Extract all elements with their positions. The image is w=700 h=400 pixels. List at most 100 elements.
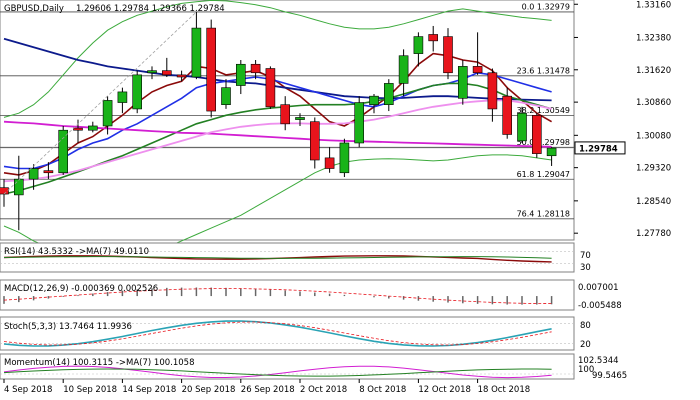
macd-label: MACD(12,26,9) -0.000369 0.002526 bbox=[4, 284, 158, 294]
candle-bull bbox=[28, 168, 39, 180]
candle-bear bbox=[250, 63, 261, 74]
time-tick-label: 14 Sep 2018 bbox=[122, 385, 176, 395]
candle-bear bbox=[73, 127, 83, 131]
candle-bear bbox=[265, 68, 276, 108]
candle-bear bbox=[502, 95, 513, 135]
macd-signal-line bbox=[3, 288, 552, 304]
current-price-box bbox=[574, 141, 626, 155]
candle-bear bbox=[43, 170, 54, 174]
chart-ohlc-values: 1.29606 1.29784 1.29366 1.29784 bbox=[76, 4, 225, 14]
candle-bear bbox=[162, 70, 172, 76]
macd-pane: MACD(12,26,9) -0.000369 0.002526 0.00700… bbox=[0, 279, 622, 311]
momentum-label: Momentum(14) 100.3115 ->MA(7) 100.1058 bbox=[4, 358, 194, 368]
candle-bull bbox=[413, 36, 424, 54]
time-tick-label: 26 Sep 2018 bbox=[241, 385, 295, 395]
candle-bull bbox=[236, 63, 246, 86]
candle-bear bbox=[280, 104, 291, 125]
candle-bull bbox=[221, 87, 231, 105]
candle-bear bbox=[206, 27, 216, 112]
momentum-pane: Momentum(14) 100.3115 ->MA(7) 100.1058 1… bbox=[0, 353, 627, 381]
time-tick-label: 2 Oct 2018 bbox=[300, 385, 347, 395]
stoch-k-line bbox=[3, 320, 552, 347]
main-price-pane: 0.0 1.32979 23.6 1.31478 38.2 1.30549 50.0 … bbox=[0, 0, 575, 259]
price-axis: 1.33160 1.32380 1.31620 1.30860 1.30080 1.293… bbox=[574, 0, 671, 239]
macd-pane-frame bbox=[0, 279, 575, 311]
stoch-lines bbox=[0, 320, 574, 347]
chart-symbol: GBPUSD,Daily bbox=[4, 4, 64, 14]
stoch-pane: Stoch(5,3,3) 13.7464 11.9936 80 20 bbox=[0, 316, 591, 351]
stoch-d-line bbox=[3, 321, 552, 346]
current-price-tag: 1.29784 bbox=[574, 141, 626, 155]
price-tick-label: 1.27780 bbox=[636, 229, 671, 239]
ma-line-pink bbox=[3, 99, 552, 183]
candle-bull bbox=[88, 125, 98, 131]
price-tick-label: 1.30860 bbox=[636, 98, 671, 108]
rsi-tick-70: 70 bbox=[580, 251, 591, 261]
fib-level-label: 38.2 1.30549 bbox=[517, 106, 570, 115]
time-tick-label: 4 Sep 2018 bbox=[4, 385, 52, 395]
candle-bull bbox=[369, 95, 379, 105]
stoch-tick-80: 80 bbox=[580, 321, 591, 331]
rsi-label: RSI(14) 43.5332 ->MA(7) 49.0110 bbox=[4, 247, 149, 257]
fib-level-label: 23.6 1.31478 bbox=[517, 66, 570, 75]
time-tick-label: 10 Sep 2018 bbox=[63, 385, 117, 395]
fib-level-label: 76.4 1.28118 bbox=[517, 209, 570, 218]
candle-bear bbox=[0, 187, 9, 195]
price-tick-label: 1.32380 bbox=[636, 33, 671, 43]
candle-bear bbox=[531, 115, 542, 154]
momentum-ma-line bbox=[3, 368, 552, 377]
candle-bull bbox=[132, 74, 142, 110]
candle-bear bbox=[472, 66, 483, 74]
fib-level-label: 0.0 1.32979 bbox=[522, 2, 570, 11]
momentum-tick-top: 102.5344 bbox=[578, 356, 619, 366]
time-tick-label: 18 Oct 2018 bbox=[478, 385, 531, 395]
candle-bull bbox=[457, 66, 468, 99]
candle-bull bbox=[191, 27, 202, 78]
stoch-pane-frame bbox=[0, 316, 575, 351]
candle-bull bbox=[117, 91, 128, 103]
macd-tick-bottom: -0.005488 bbox=[578, 301, 622, 311]
candle-bear bbox=[428, 34, 439, 42]
time-tick-label: 8 Oct 2018 bbox=[359, 385, 406, 395]
candle-bull bbox=[546, 147, 557, 157]
candle-bull bbox=[517, 112, 527, 142]
candle-bull bbox=[339, 142, 350, 174]
candle-bull bbox=[58, 129, 69, 174]
price-tick-label: 1.29320 bbox=[636, 164, 671, 174]
candle-bull bbox=[14, 178, 24, 196]
candle-bear bbox=[443, 36, 453, 74]
trendline bbox=[3, 11, 197, 195]
fib-level-label: 61.8 1.29047 bbox=[517, 170, 570, 179]
fib-level-label: 50.0 1.29798 bbox=[517, 138, 570, 147]
momentum-line bbox=[3, 365, 552, 379]
price-tick-label: 1.30080 bbox=[636, 131, 671, 141]
bollinger-upper bbox=[3, 0, 552, 118]
rsi-lines bbox=[0, 251, 574, 264]
momentum-lines bbox=[0, 365, 574, 379]
time-axis: 4 Sep 2018 10 Sep 2018 14 Sep 2018 20 Sep 2… bbox=[3, 379, 531, 395]
trendlines bbox=[3, 11, 197, 195]
rsi-ma-line bbox=[3, 256, 552, 259]
price-tick-label: 1.33160 bbox=[636, 0, 671, 10]
candle-bull bbox=[102, 100, 113, 127]
momentum-tick-bottom: 99.5465 bbox=[592, 371, 627, 381]
rsi-pane: RSI(14) 43.5332 ->MA(7) 49.0110 70 30 bbox=[0, 242, 591, 273]
candle-bull bbox=[354, 102, 365, 144]
time-tick-label: 12 Oct 2018 bbox=[418, 385, 471, 395]
macd-histogram bbox=[3, 287, 553, 305]
candle-bear bbox=[176, 74, 187, 78]
macd-tick-top: 0.007001 bbox=[578, 283, 619, 293]
candle-bear bbox=[487, 72, 498, 110]
price-tick-label: 1.28540 bbox=[636, 197, 671, 207]
candle-bull bbox=[147, 70, 157, 74]
time-tick-label: 20 Sep 2018 bbox=[182, 385, 236, 395]
rsi-tick-30: 30 bbox=[580, 263, 591, 273]
momentum-tick-mid: 100 bbox=[578, 365, 594, 375]
candle-bear bbox=[309, 121, 320, 161]
current-price-label: 1.29784 bbox=[579, 144, 618, 154]
candle-bear bbox=[324, 157, 335, 169]
candle-bull bbox=[295, 117, 305, 120]
stoch-label: Stoch(5,3,3) 13.7464 11.9936 bbox=[4, 322, 132, 332]
ma-line-darkred bbox=[3, 52, 552, 176]
